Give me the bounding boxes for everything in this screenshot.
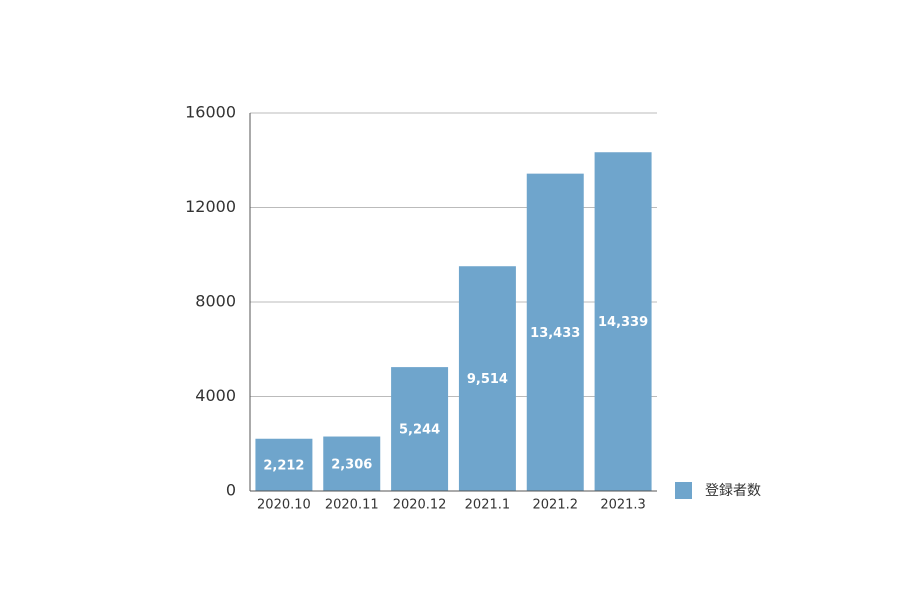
value-label: 14,339: [598, 315, 648, 330]
value-label: 5,244: [399, 423, 440, 438]
bar: [594, 152, 652, 491]
x-tick-label: 2020.11: [325, 498, 379, 513]
y-tick-label: 16000: [185, 103, 236, 122]
bar: [323, 436, 381, 491]
bar: [458, 266, 516, 491]
x-tick-label: 2020.10: [257, 498, 311, 513]
y-tick-label: 0: [226, 481, 236, 500]
bar: [526, 173, 584, 491]
x-tick-label: 2021.2: [533, 498, 579, 513]
x-tick-label: 2021.1: [465, 498, 511, 513]
y-tick-label: 4000: [195, 386, 236, 405]
legend-label: 登録者数: [705, 483, 761, 499]
value-label: 13,433: [530, 326, 580, 341]
bar: [255, 438, 313, 491]
x-tick-label: 2020.12: [393, 498, 447, 513]
y-tick-label: 8000: [195, 292, 236, 311]
y-tick-label: 12000: [185, 197, 236, 216]
value-label: 2,306: [331, 457, 372, 472]
value-label: 9,514: [467, 372, 508, 387]
legend-swatch: [675, 482, 692, 499]
value-label: 2,212: [263, 458, 304, 473]
x-tick-label: 2021.3: [600, 498, 646, 513]
bar: [391, 367, 449, 491]
